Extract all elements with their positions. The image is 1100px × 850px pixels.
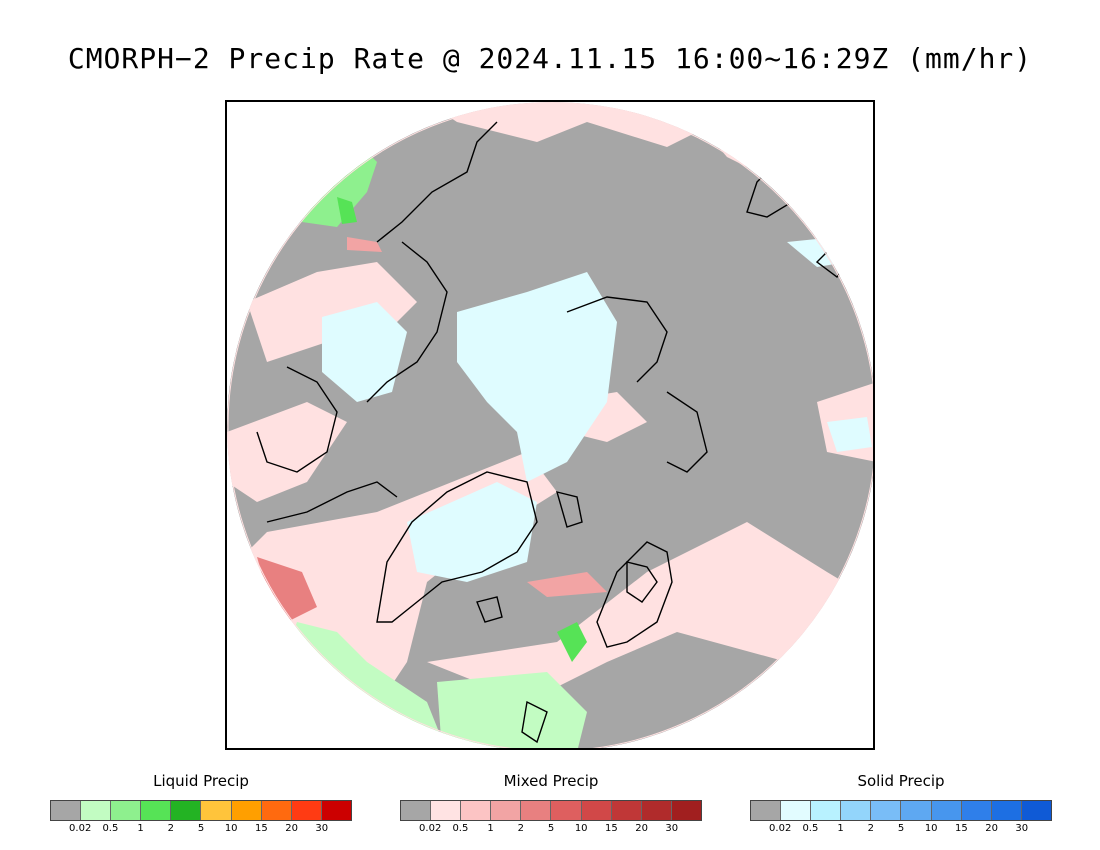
legend-swatch <box>781 801 812 820</box>
legend-swatch <box>321 801 351 820</box>
legend-swatch <box>931 801 962 820</box>
legend-liquid: Liquid Precip 0.02 0.5 1 2 5 10 15 20 30 <box>50 772 352 835</box>
legend-ticks: 0.02 0.5 1 2 5 10 15 20 30 <box>400 821 702 835</box>
legend-tick-label: 5 <box>897 823 905 834</box>
legend-swatch <box>491 801 522 820</box>
legend-swatch <box>201 801 232 820</box>
legend-swatch <box>261 801 292 820</box>
legend-tick-label: 0.02 <box>769 823 792 834</box>
legend-swatch <box>431 801 462 820</box>
legend-tick-label: 1 <box>137 823 144 834</box>
legend-tick-label: 0.5 <box>452 823 469 834</box>
legend-tick-label: 15 <box>605 823 618 834</box>
legend-tick-label: 0.02 <box>69 823 92 834</box>
legend-swatch <box>231 801 262 820</box>
legend-swatch <box>401 801 432 820</box>
legend-tick-label: 20 <box>285 823 298 834</box>
polar-map-frame <box>225 100 875 750</box>
legend-swatch <box>961 801 992 820</box>
legend-colorbar <box>400 800 702 821</box>
legend-solid: Solid Precip 0.02 0.5 1 2 5 10 15 20 30 <box>750 772 1052 835</box>
chart-title: CMORPH−2 Precip Rate @ 2024.11.15 16:00~… <box>67 42 1033 75</box>
legend-swatch <box>81 801 112 820</box>
legend-tick-label: 0.02 <box>419 823 442 834</box>
legend-swatch <box>521 801 552 820</box>
legend-title: Mixed Precip <box>503 772 599 790</box>
legend-tick-label: 15 <box>255 823 268 834</box>
legend-swatch <box>751 801 782 820</box>
legend-ticks: 0.02 0.5 1 2 5 10 15 20 30 <box>750 821 1052 835</box>
legend-tick-label: 1 <box>487 823 494 834</box>
legend-tick-label: 30 <box>315 823 329 834</box>
legend-tick-label: 30 <box>665 823 679 834</box>
legend-mixed: Mixed Precip 0.02 0.5 1 2 5 10 15 20 30 <box>400 772 702 835</box>
legend-tick-label: 5 <box>547 823 555 834</box>
legend-swatch <box>1021 801 1051 820</box>
legend-tick-label: 2 <box>867 823 874 834</box>
legend-tick-label: 2 <box>167 823 174 834</box>
legend-ticks: 0.02 0.5 1 2 5 10 15 20 30 <box>50 821 352 835</box>
legend-tick-label: 20 <box>635 823 648 834</box>
legend-tick-label: 0.5 <box>802 823 819 834</box>
legend-tick-label: 15 <box>955 823 968 834</box>
legend-swatch <box>581 801 612 820</box>
legend-swatch <box>641 801 672 820</box>
legend-colorbar <box>50 800 352 821</box>
legend-title: Solid Precip <box>857 772 945 790</box>
legend-swatch <box>871 801 902 820</box>
legend-swatch <box>991 801 1022 820</box>
legend-swatch <box>111 801 142 820</box>
legend-swatch <box>461 801 492 820</box>
legend-swatch <box>141 801 172 820</box>
legend-tick-label: 10 <box>924 823 938 834</box>
legend-swatch <box>291 801 322 820</box>
legend-swatch <box>671 801 701 820</box>
legend-tick-label: 20 <box>985 823 998 834</box>
polar-precip-map <box>227 102 873 748</box>
legend-swatch <box>841 801 872 820</box>
legend-tick-label: 5 <box>197 823 205 834</box>
mixed-precip-heavy <box>257 237 607 622</box>
legend-colorbar <box>750 800 1052 821</box>
legend-swatch <box>171 801 202 820</box>
legend-tick-label: 0.5 <box>102 823 119 834</box>
solid-precip-areas <box>322 237 872 582</box>
legend-swatch <box>51 801 82 820</box>
legend-tick-label: 30 <box>1015 823 1029 834</box>
legend-swatch <box>901 801 932 820</box>
legend-swatch <box>811 801 842 820</box>
legend-tick-label: 10 <box>574 823 588 834</box>
legend-tick-label: 2 <box>517 823 524 834</box>
legend-swatch <box>551 801 582 820</box>
legend-title: Liquid Precip <box>153 772 249 790</box>
legend-tick-label: 1 <box>837 823 844 834</box>
legend-tick-label: 10 <box>224 823 238 834</box>
legend-swatch <box>611 801 642 820</box>
